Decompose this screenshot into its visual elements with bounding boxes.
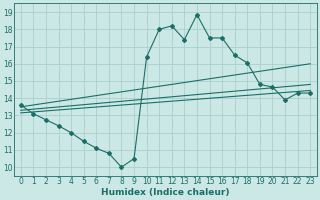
X-axis label: Humidex (Indice chaleur): Humidex (Indice chaleur) bbox=[101, 188, 230, 197]
